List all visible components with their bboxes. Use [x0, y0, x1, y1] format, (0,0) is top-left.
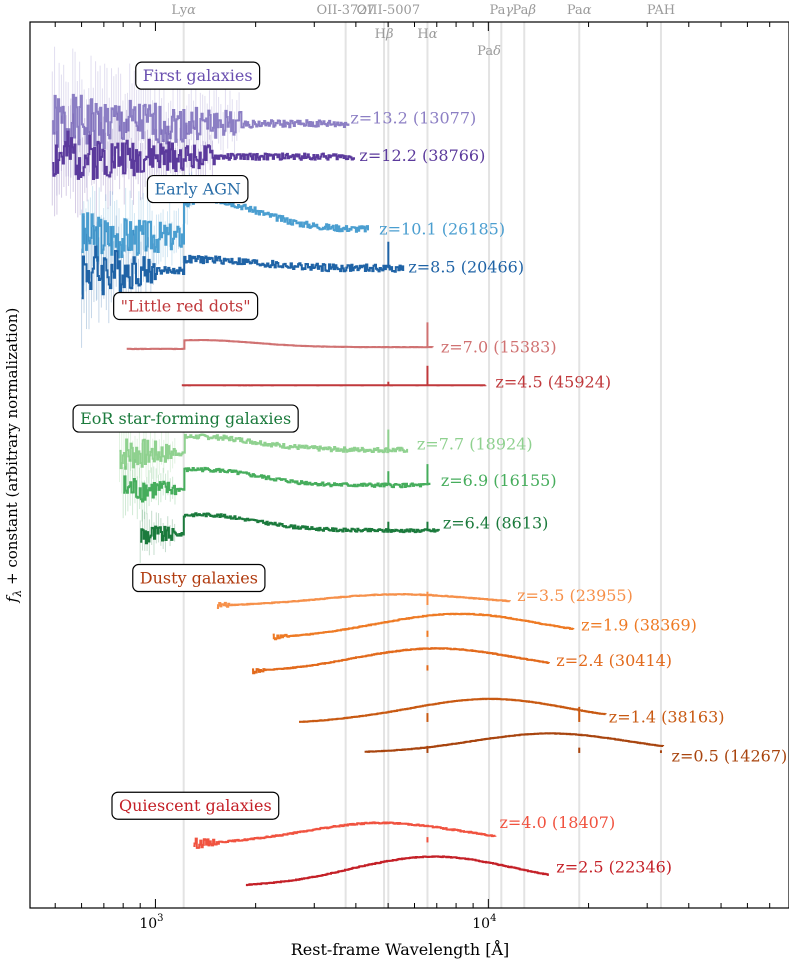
series-label-10: z=1.9 (38369) [581, 615, 697, 634]
line-label-7: Hβ [375, 27, 394, 42]
series-label-1: z=12.2 (38766) [359, 146, 485, 165]
spectra-series [51, 46, 665, 887]
svg-text:Quiescent galaxies: Quiescent galaxies [119, 796, 272, 815]
series-label-3: z=8.5 (20466) [408, 258, 524, 277]
group-label-5: Quiescent galaxies [111, 791, 280, 820]
series-labels: z=13.2 (13077) z=12.2 (38766) z=10.1 (2618… [350, 109, 787, 877]
spectrum-8 [140, 512, 440, 545]
line-label-8: Hα [417, 27, 437, 42]
line-label-0: Lyα [171, 3, 196, 18]
x-tick-label-1: 104 [472, 913, 496, 932]
line-label-2: OIII-5007 [357, 3, 421, 18]
line-label-5: Paα [567, 3, 592, 18]
series-label-14: z=4.0 (18407) [499, 813, 615, 832]
spectrum-11 [252, 647, 550, 675]
group-label-1: Early AGN [146, 174, 249, 204]
svg-text:EoR star-forming galaxies: EoR star-forming galaxies [80, 409, 291, 428]
x-axis-label: Rest-frame Wavelength [Å] [291, 939, 510, 959]
svg-text:Dusty galaxies: Dusty galaxies [140, 569, 258, 588]
spectrum-2 [81, 188, 369, 262]
spectrum-1 [52, 130, 355, 180]
group-label-3: EoR star-forming galaxies [72, 404, 299, 433]
spectrum-4 [126, 339, 434, 351]
spectrum-9 [216, 593, 511, 609]
svg-text:First galaxies: First galaxies [143, 66, 253, 85]
line-label-3: Paγ [489, 3, 513, 18]
series-label-12: z=1.4 (38163) [609, 708, 725, 727]
spectrum-7 [123, 466, 431, 503]
spectrum-13 [364, 732, 665, 753]
group-label-2: "Little red dots" [113, 291, 259, 321]
group-labels: First galaxies Early AGN "Little red dots"… [72, 61, 299, 820]
series-label-15: z=2.5 (22346) [556, 857, 672, 876]
spectrum-10 [272, 612, 575, 641]
line-label-6: PAH [647, 3, 675, 18]
spectrum-15 [245, 855, 549, 887]
group-label-0: First galaxies [135, 61, 261, 90]
line-label-9: Paδ [477, 44, 501, 59]
plot-frame [29, 21, 789, 909]
series-label-11: z=2.4 (30414) [556, 651, 672, 670]
series-label-13: z=0.5 (14267) [672, 747, 788, 766]
series-label-4: z=7.0 (15383) [441, 337, 557, 356]
spectrum-12 [299, 697, 607, 723]
spectrum-0 [52, 93, 350, 154]
series-label-7: z=6.9 (16155) [441, 471, 557, 490]
group-label-4: Dusty galaxies [132, 563, 266, 593]
line-label-4: Paβ [513, 3, 536, 18]
y-axis-label: fλ + constant (arbitrary normalization) [3, 308, 24, 604]
series-label-9: z=3.5 (23955) [517, 586, 633, 605]
svg-text:"Little red dots": "Little red dots" [121, 297, 251, 316]
svg-text:Early AGN: Early AGN [154, 180, 240, 199]
series-label-6: z=7.7 (18924) [417, 435, 533, 454]
series-label-2: z=10.1 (26185) [379, 219, 505, 238]
spectrum-6 [119, 433, 409, 470]
spectrum-14 [193, 821, 497, 849]
series-label-8: z=6.4 (8613) [443, 514, 549, 533]
spectrum-3 [81, 245, 405, 300]
x-axis-ticks: 103 104 [54, 22, 789, 932]
x-tick-label-0: 103 [139, 913, 163, 932]
series-label-5: z=4.5 (45924) [495, 373, 611, 392]
series-label-0: z=13.2 (13077) [350, 109, 476, 128]
line-label-1: OII-3727 [316, 3, 374, 18]
